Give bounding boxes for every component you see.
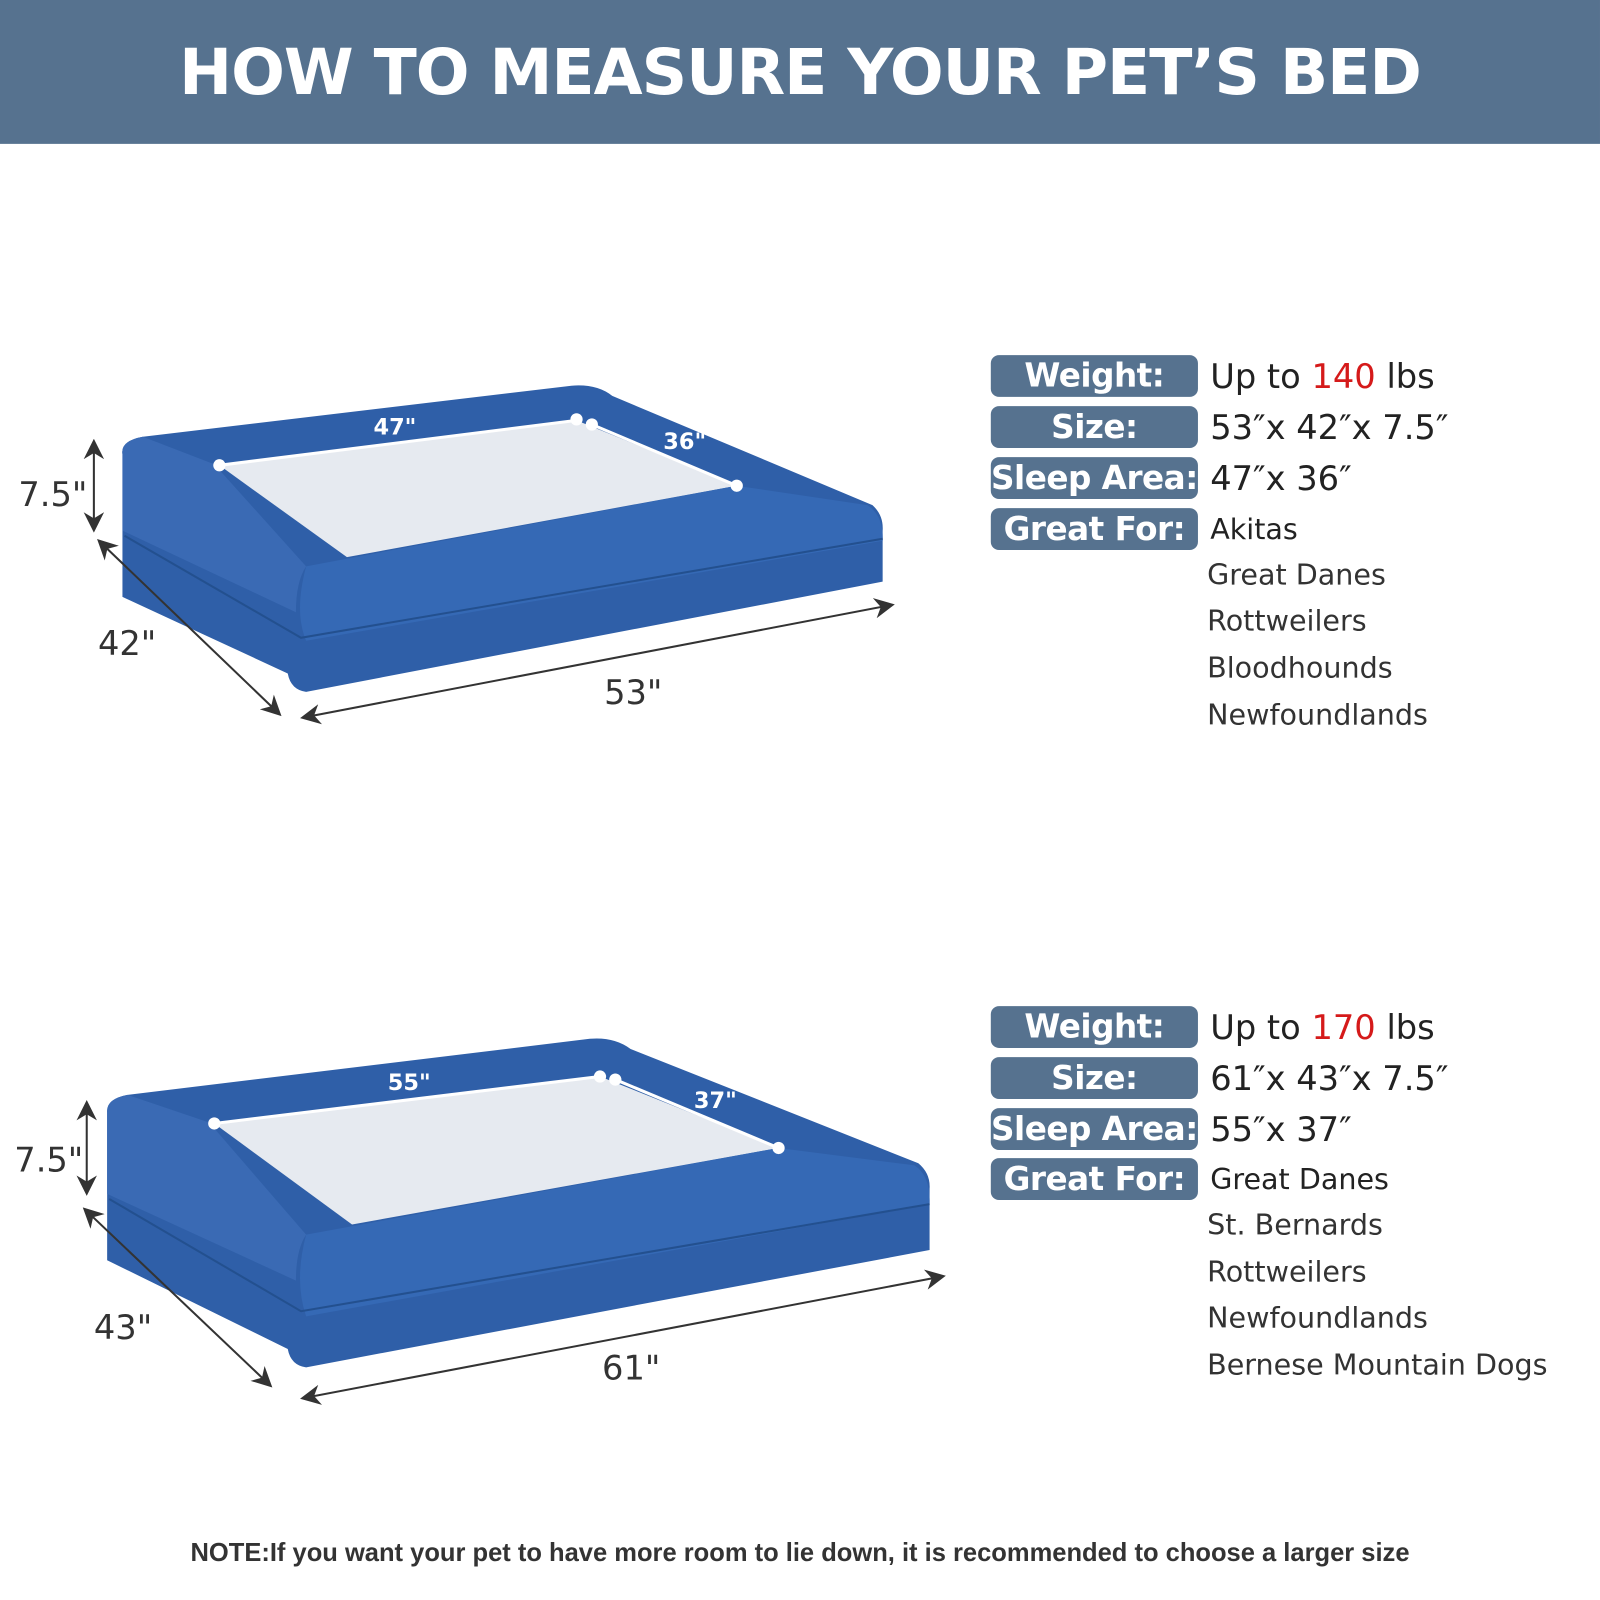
width-arrow	[300, 598, 895, 725]
weight-label: Weight:	[990, 1005, 1198, 1048]
sleep-area-value: 55″x 37″	[1210, 1108, 1352, 1149]
sleep-area-label: Sleep Area:	[990, 456, 1198, 499]
breed-item: Great Danes	[1210, 1161, 1389, 1196]
sleep-area-label: Sleep Area:	[990, 1107, 1198, 1150]
footer-note: NOTE:If you want your pet to have more r…	[190, 1538, 1410, 1568]
breed-item: Great Danes	[1207, 558, 1386, 592]
height-label: 7.5"	[18, 475, 87, 514]
breed-item: Bloodhounds	[1207, 651, 1393, 685]
depth-arrow	[82, 1207, 273, 1388]
size-row: Size: 53″x 42″x 7.5″	[990, 405, 1449, 448]
height-label: 7.5"	[14, 1140, 83, 1179]
page-title: HOW TO MEASURE YOUR PET’S BED	[179, 34, 1422, 110]
breed-item: St. Bernards	[1207, 1208, 1383, 1242]
sleep-area-value: 47″x 36″	[1210, 457, 1352, 498]
size-value: 53″x 42″x 7.5″	[1210, 406, 1449, 447]
width-label: 61"	[602, 1349, 660, 1388]
size-label: Size:	[990, 1056, 1198, 1099]
sleep-area-row: Sleep Area: 55″x 37″	[990, 1107, 1352, 1150]
breed-item: Akitas	[1210, 511, 1298, 546]
bed-image-large: 47" 36" 7.5" 42" 53"	[18, 385, 895, 725]
size-row: Size: 61″x 43″x 7.5″	[990, 1056, 1449, 1099]
great-for-label: Great For:	[990, 1157, 1198, 1200]
breed-item: Bernese Mountain Dogs	[1207, 1347, 1548, 1382]
inner-width-label: 36"	[663, 429, 706, 455]
header-banner: HOW TO MEASURE YOUR PET’S BED	[0, 0, 1600, 144]
breed-item: Rottweilers	[1207, 604, 1367, 638]
breed-item: Rottweilers	[1207, 1255, 1367, 1289]
inner-length-label: 47"	[373, 415, 416, 441]
breed-item: Newfoundlands	[1207, 697, 1428, 732]
weight-label: Weight:	[990, 354, 1198, 397]
great-for-label: Great For:	[990, 507, 1198, 550]
depth-arrow	[97, 539, 282, 717]
size-label: Size:	[990, 405, 1198, 448]
inner-width-label: 37"	[694, 1088, 737, 1114]
great-for-row: Great For: Great Danes	[990, 1157, 1389, 1200]
weight-row: Weight: Up to 140 lbs	[990, 354, 1435, 397]
great-for-row: Great For: Akitas	[990, 507, 1298, 550]
width-label: 53"	[604, 673, 662, 712]
bed-image-xl: 55" 37" 7.5" 43" 61"	[14, 1038, 946, 1405]
breed-item: Newfoundlands	[1207, 1301, 1428, 1335]
depth-label: 42"	[98, 624, 156, 663]
sleep-area-row: Sleep Area: 47″x 36″	[990, 456, 1352, 499]
weight-value: Up to 140 lbs	[1210, 355, 1435, 396]
width-arrow	[300, 1269, 946, 1405]
size-value: 61″x 43″x 7.5″	[1210, 1057, 1449, 1098]
weight-value: Up to 170 lbs	[1210, 1006, 1435, 1047]
inner-length-label: 55"	[388, 1070, 431, 1096]
weight-row: Weight: Up to 170 lbs	[990, 1005, 1435, 1048]
depth-label: 43"	[94, 1308, 152, 1347]
